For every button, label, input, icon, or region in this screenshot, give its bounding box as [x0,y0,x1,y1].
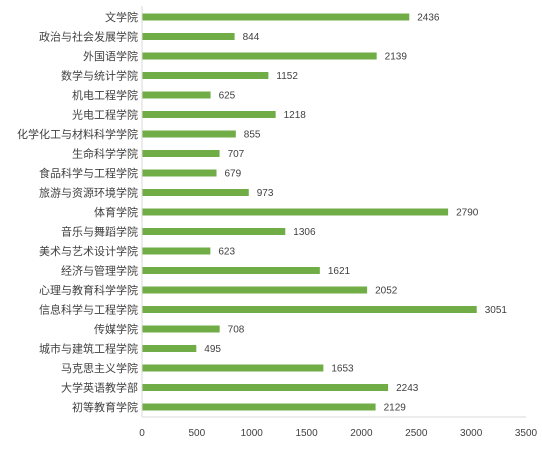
category-label: 信息科学与工程学院 [39,303,138,317]
category-label: 机电工程学院 [72,88,138,102]
bar [142,13,410,21]
value-label: 844 [243,32,260,43]
value-label: 2129 [384,403,407,414]
category-label: 音乐与舞蹈学院 [61,225,138,239]
bar [142,267,320,274]
category-label: 心理与教育科学学院 [39,283,138,297]
value-label: 1152 [276,71,298,82]
bar [142,150,220,157]
value-label: 2790 [456,208,479,219]
bar [142,130,236,138]
bar [142,306,477,313]
category-label: 光电工程学院 [72,108,138,122]
bar [142,384,389,391]
value-label: 625 [219,91,236,102]
category-label: 化学化工与材料科学学院 [17,127,138,141]
value-label: 2139 [385,52,408,63]
category-label: 食品科学与工程学院 [39,166,138,180]
bar [142,286,368,294]
bar [142,403,376,411]
category-label: 数学与统计学院 [61,69,138,83]
bar [142,228,286,235]
value-label: 1218 [284,110,307,121]
bar [142,169,217,177]
value-label: 2052 [375,286,398,297]
category-label: 政治与社会发展学院 [39,30,138,44]
bar [142,189,249,196]
category-label: 初等教育学院 [72,400,138,414]
category-label: 马克思主义学院 [61,361,138,375]
bar [142,208,449,216]
value-label: 708 [228,325,245,336]
value-label: 623 [218,247,235,258]
bar [142,111,276,118]
value-label: 1621 [328,266,351,277]
category-label: 传媒学院 [94,322,138,336]
value-label: 2436 [417,13,440,24]
value-label: 1653 [331,364,354,375]
x-tick-label: 1000 [241,428,264,439]
bar [142,52,377,60]
x-tick-label: 2500 [405,428,428,439]
category-label: 生命科学学院 [72,147,138,161]
x-tick-label: 500 [189,428,206,439]
category-label: 旅游与资源环境学院 [39,186,138,200]
value-label: 679 [224,169,241,180]
category-label: 经济与管理学院 [61,264,138,278]
bar [142,325,220,333]
bar [142,33,235,40]
value-label: 855 [244,130,261,141]
value-label: 3051 [485,305,508,316]
category-label: 城市与建筑工程学院 [39,342,138,356]
value-label: 1306 [293,227,316,238]
x-tick-label: 2000 [350,428,373,439]
category-label: 文学院 [105,10,138,24]
value-label: 973 [257,188,274,199]
value-label: 2243 [396,383,419,394]
x-tick-label: 3500 [515,428,538,439]
x-tick-label: 3000 [460,428,483,439]
category-label: 体育学院 [94,205,138,219]
value-label: 495 [204,344,221,355]
category-label: 美术与艺术设计学院 [39,244,138,258]
value-label: 707 [228,149,245,160]
category-label: 大学英语教学部 [61,381,138,395]
x-tick-label: 1500 [295,428,318,439]
bar [142,364,324,372]
bar [142,91,211,99]
bar [142,72,269,79]
bar [142,247,211,255]
x-tick-label: 0 [139,428,145,439]
category-label: 外国语学院 [83,49,138,63]
bar [142,345,197,352]
